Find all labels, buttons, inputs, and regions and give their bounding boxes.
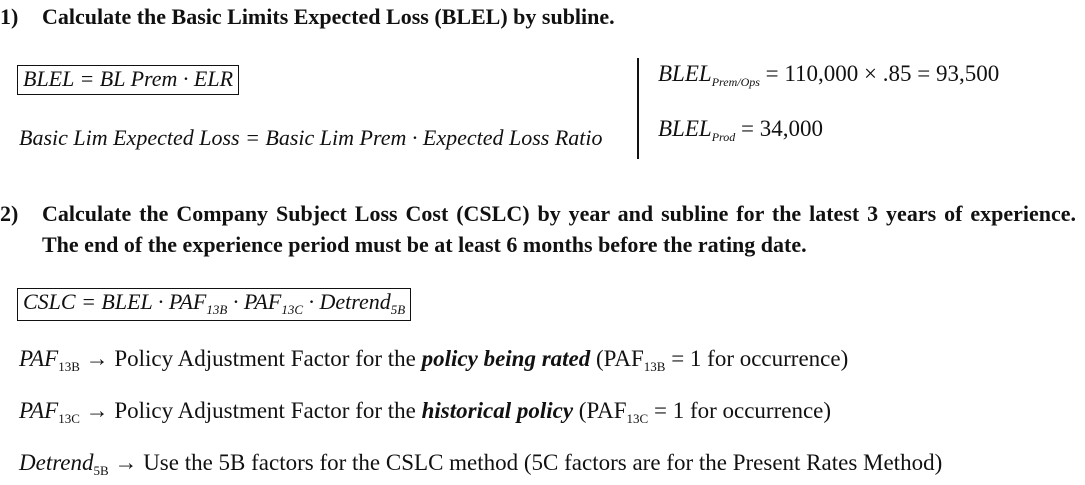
cslc-dot-2: ·	[302, 289, 320, 314]
def-paf-13c-post-a: (PAF	[573, 398, 627, 423]
cslc-paf-13b: PAF	[168, 289, 207, 314]
def-paf-13c-post-b: = 1 for occurrence)	[648, 398, 832, 423]
arrow-icon: →	[85, 346, 109, 371]
blel-prod-calculation: BLELProd = 34,000	[658, 116, 823, 145]
definition-detrend-5b: Detrend5B → Use the 5B factors for the C…	[19, 450, 942, 479]
def-paf-13b-post-b: = 1 for occurrence)	[665, 346, 849, 371]
def-paf-13c-emphasis: historical policy	[421, 398, 574, 423]
definition-paf-13c: PAF13C → Policy Adjustment Factor for th…	[19, 398, 831, 427]
cslc-paf-13c: PAF	[243, 289, 282, 314]
blel-prod-value: = 34,000	[741, 116, 823, 141]
cslc-formula-box: CSLC = BLEL · PAF13B · PAF13C · Detrend5…	[17, 288, 412, 321]
step1-heading-text: Calculate the Basic Limits Expected Loss…	[42, 4, 615, 29]
step1-number: 1)	[0, 4, 19, 29]
step1-heading: 1) Calculate the Basic Limits Expected Lo…	[0, 4, 615, 30]
def-detrend-var: Detrend	[19, 450, 94, 475]
cslc-formula-lhs: CSLC = BLEL ·	[23, 289, 169, 314]
def-detrend-var-subscript: 5B	[93, 463, 109, 478]
def-paf-13b-pre: Policy Adjustment Factor for the	[114, 346, 422, 371]
cslc-detrend-subscript: 5B	[390, 302, 406, 317]
blel-formula-box: BLEL = BL Prem · ELR	[17, 65, 240, 95]
blel-prem-ops-value: = 110,000 × .85 = 93,500	[765, 61, 1000, 86]
blel-prod-subscript: Prod	[711, 130, 736, 144]
def-paf-13c-post-subscript: 13C	[626, 411, 649, 426]
blel-prem-ops-label: BLEL	[658, 61, 712, 86]
def-paf-13b-var: PAF	[19, 346, 59, 371]
blel-formula: BLEL = BL Prem · ELR	[23, 66, 234, 91]
arrow-icon: →	[114, 450, 138, 475]
definition-paf-13b: PAF13B → Policy Adjustment Factor for th…	[19, 346, 848, 375]
cslc-paf-13b-subscript: 13B	[206, 302, 228, 317]
def-detrend-text: Use the 5B factors for the CSLC method (…	[143, 450, 943, 475]
blel-formula-description: Basic Lim Expected Loss = Basic Lim Prem…	[19, 125, 603, 150]
blel-prem-ops-subscript: Prem/Ops	[711, 75, 760, 89]
def-paf-13c-var: PAF	[19, 398, 59, 423]
def-paf-13b-var-subscript: 13B	[58, 359, 80, 374]
def-paf-13b-post-subscript: 13B	[643, 359, 666, 374]
def-paf-13b-emphasis: policy being rated	[421, 346, 591, 371]
vertical-divider	[637, 58, 639, 159]
blel-prem-ops-calculation: BLELPrem/Ops = 110,000 × .85 = 93,500	[658, 61, 999, 90]
step2-heading: Calculate the Company Subject Loss Cost …	[42, 201, 1076, 257]
arrow-icon: →	[85, 398, 109, 423]
step2-number: 2)	[0, 201, 19, 226]
def-paf-13c-pre: Policy Adjustment Factor for the	[114, 398, 422, 423]
blel-prod-label: BLEL	[658, 116, 712, 141]
cslc-dot-1: ·	[227, 289, 244, 314]
cslc-detrend: Detrend	[319, 289, 391, 314]
def-paf-13c-var-subscript: 13C	[58, 411, 80, 426]
def-paf-13b-post-a: (PAF	[590, 346, 644, 371]
cslc-paf-13c-subscript: 13C	[281, 302, 303, 317]
